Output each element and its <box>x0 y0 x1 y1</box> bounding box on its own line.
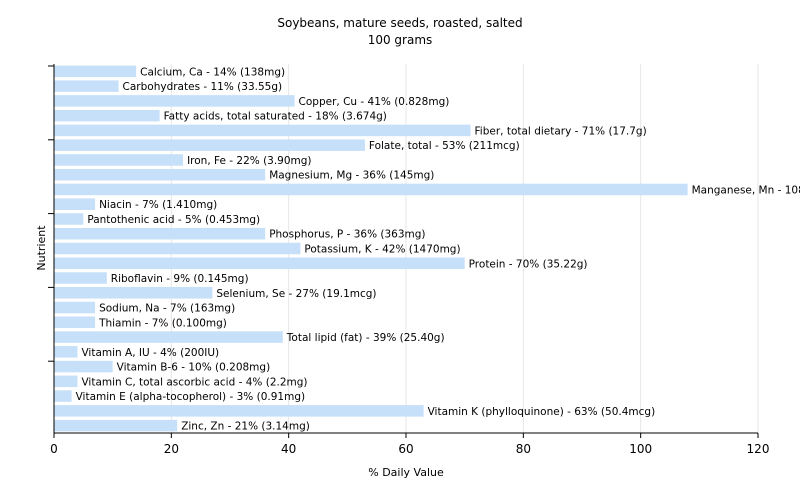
bar <box>54 65 137 78</box>
bar-label: Total lipid (fat) - 39% (25.40g) <box>286 332 445 344</box>
bar <box>54 168 266 181</box>
bar-label: Selenium, Se - 27% (19.1mcg) <box>216 288 376 300</box>
bar <box>54 375 78 388</box>
bar <box>54 95 295 107</box>
bar <box>54 272 107 284</box>
bar-label: Iron, Fe - 22% (3.90mg) <box>187 155 311 167</box>
x-tick-label: 60 <box>398 442 413 456</box>
bar <box>54 227 266 240</box>
bar-label: Vitamin B-6 - 10% (0.208mg) <box>117 362 271 374</box>
bar <box>54 139 365 151</box>
bar-label: Copper, Cu - 41% (0.828mg) <box>299 96 450 108</box>
bar <box>54 198 96 210</box>
chart-subtitle: 100 grams <box>368 33 433 47</box>
bar-label: Vitamin C, total ascorbic acid - 4% (2.2… <box>81 376 307 388</box>
bar <box>54 124 471 137</box>
bar-label: Manganese, Mn - 108% (2.158mg) <box>692 184 800 196</box>
bar-label: Folate, total - 53% (211mcg) <box>369 140 520 152</box>
bar-label: Carbohydrates - 11% (33.55g) <box>123 81 283 93</box>
bar <box>54 242 301 255</box>
bar <box>54 287 213 299</box>
bar-label: Vitamin E (alpha-tocopherol) - 3% (0.91m… <box>76 391 306 403</box>
bar-label: Vitamin A, IU - 4% (200IU) <box>81 347 219 359</box>
bar <box>54 419 178 432</box>
bar-label: Sodium, Na - 7% (163mg) <box>99 303 235 315</box>
x-tick-label: 100 <box>629 442 652 456</box>
bar <box>54 301 96 314</box>
bar <box>54 109 160 122</box>
bar-label: Zinc, Zn - 21% (3.14mg) <box>181 421 310 433</box>
x-axis-title: % Daily Value <box>368 466 444 479</box>
bar-label: Magnesium, Mg - 36% (145mg) <box>269 170 434 182</box>
bar-label: Phosphorus, P - 36% (363mg) <box>269 229 425 241</box>
x-tick-label: 80 <box>516 442 531 456</box>
bar-label: Fatty acids, total saturated - 18% (3.67… <box>164 111 387 123</box>
bar <box>54 80 119 92</box>
bar <box>54 183 688 196</box>
bar <box>54 213 84 225</box>
chart-title: Soybeans, mature seeds, roasted, salted <box>277 16 522 30</box>
x-tick-label: 120 <box>747 442 770 456</box>
bar-label: Riboflavin - 9% (0.145mg) <box>111 273 249 285</box>
bar-label: Fiber, total dietary - 71% (17.7g) <box>475 125 647 137</box>
bar-label: Protein - 70% (35.22g) <box>469 258 588 270</box>
axes: 0 20 40 60 80 100 120 <box>48 64 769 456</box>
x-tick-label: 20 <box>164 442 179 456</box>
bar-label: Vitamin K (phylloquinone) - 63% (50.4mcg… <box>428 406 656 418</box>
bar-label: Calcium, Ca - 14% (138mg) <box>140 66 285 78</box>
bar-label: Potassium, K - 42% (1470mg) <box>304 244 460 256</box>
bar <box>54 316 96 329</box>
bars-group: Calcium, Ca - 14% (138mg) Carbohydrates -… <box>54 65 800 433</box>
bar <box>54 257 465 270</box>
x-tick-label: 40 <box>281 442 296 456</box>
x-tick-label: 0 <box>50 442 58 456</box>
bar <box>54 405 424 417</box>
bar-label: Pantothenic acid - 5% (0.453mg) <box>87 214 260 226</box>
bar <box>54 390 72 402</box>
bar <box>54 346 78 358</box>
bar <box>54 331 283 343</box>
bar-label: Thiamin - 7% (0.100mg) <box>98 317 227 329</box>
y-axis-title: Nutrient <box>35 225 48 271</box>
bar <box>54 360 113 373</box>
bar <box>54 154 184 166</box>
bar-label: Niacin - 7% (1.410mg) <box>99 199 217 211</box>
